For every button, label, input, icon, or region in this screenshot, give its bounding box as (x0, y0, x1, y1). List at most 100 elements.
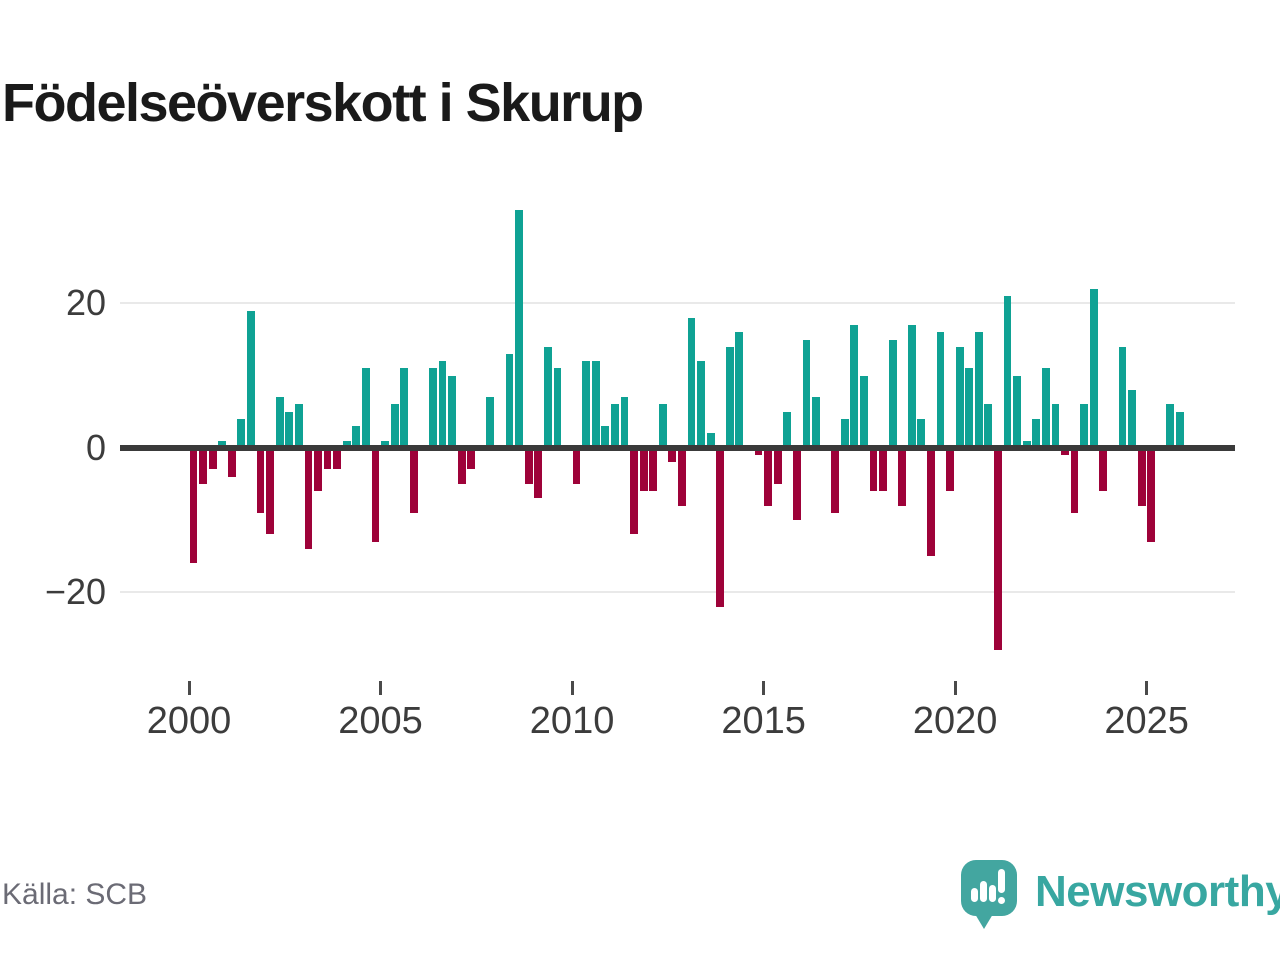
bar-2003Q1 (304, 447, 313, 549)
bar-2025Q1 (1147, 447, 1156, 542)
bar-2015Q1 (764, 447, 773, 506)
bar-2005Q2 (390, 404, 399, 448)
bar-2011Q1 (610, 404, 619, 448)
bar-2020Q1 (955, 346, 964, 448)
bar-2023Q1 (1070, 447, 1079, 513)
bar-2014Q4 (754, 447, 763, 456)
bar-2012Q4 (678, 447, 686, 506)
bar-2023Q3 (1089, 288, 1098, 448)
bar-2001Q4 (256, 447, 265, 513)
y-tick-label: 0 (85, 426, 106, 468)
bar-2007Q2 (467, 447, 476, 470)
bar-2005Q1 (381, 440, 389, 448)
bar-2024Q4 (1137, 447, 1146, 506)
bar-2009Q2 (543, 346, 552, 448)
bar-2012Q1 (649, 447, 658, 492)
bar-2014Q2 (735, 332, 744, 448)
bar-2008Q4 (524, 447, 533, 484)
bar-2015Q3 (783, 411, 792, 448)
bar-2023Q4 (1099, 447, 1108, 492)
bar-2020Q3 (974, 332, 983, 448)
bar-2024Q3 (1128, 390, 1136, 448)
y-gridline (120, 591, 1235, 594)
bar-2014Q1 (725, 346, 734, 448)
bar-2012Q2 (658, 404, 667, 448)
bar-2021Q3 (1013, 375, 1022, 448)
bar-2002Q1 (266, 447, 274, 535)
y-tick-label: −20 (44, 571, 106, 613)
bar-2020Q4 (984, 404, 993, 448)
bar-2008Q2 (505, 353, 514, 448)
bar-2020Q2 (965, 368, 974, 448)
bar-2018Q3 (898, 447, 907, 506)
bar-2001Q3 (247, 310, 255, 448)
logo-bubble-tail (975, 914, 993, 929)
logo-exclamation-dot-icon (998, 897, 1005, 904)
bar-2015Q2 (773, 447, 782, 484)
bar-2017Q3 (859, 375, 868, 448)
bar-2019Q4 (946, 447, 954, 492)
bar-2006Q4 (448, 375, 456, 448)
bar-2016Q2 (812, 397, 820, 448)
bar-2001Q2 (237, 418, 246, 448)
bar-2011Q4 (639, 447, 648, 492)
bar-2025Q4 (1176, 411, 1184, 448)
bar-2004Q2 (352, 426, 361, 448)
bar-2010Q4 (601, 426, 610, 448)
bar-2006Q3 (438, 361, 447, 448)
logo-chart-bar-icon (989, 885, 996, 902)
bar-2016Q1 (802, 339, 811, 448)
bar-2019Q3 (936, 332, 945, 448)
x-tick-mark (953, 681, 957, 695)
bar-2000Q4 (218, 440, 227, 448)
bar-2010Q1 (572, 447, 581, 484)
bar-2013Q4 (716, 447, 725, 607)
bar-2021Q2 (1003, 296, 1012, 448)
speech-bubble-bar-chart-icon (961, 860, 1017, 916)
bar-2003Q3 (323, 447, 332, 470)
bar-2010Q3 (591, 361, 600, 448)
source-note: Källa: SCB (2, 878, 148, 911)
bar-2002Q3 (285, 411, 294, 448)
bar-2003Q2 (314, 447, 322, 492)
bar-2018Q4 (907, 325, 916, 448)
bar-2006Q2 (429, 368, 437, 448)
bar-2000Q2 (199, 447, 207, 484)
bar-2013Q2 (697, 361, 705, 448)
bar-2007Q4 (486, 397, 495, 448)
y-tick-label: 20 (65, 282, 106, 324)
bar-2019Q2 (927, 447, 935, 557)
bar-2011Q2 (620, 397, 629, 448)
bar-2005Q4 (409, 447, 418, 513)
x-tick-mark (570, 681, 574, 695)
brand-name: Newsworthy (1035, 867, 1280, 916)
logo-exclamation-icon (998, 869, 1005, 893)
bar-2007Q1 (457, 447, 466, 484)
bar-2013Q1 (687, 317, 696, 448)
bar-2023Q2 (1080, 404, 1089, 448)
bar-2018Q2 (888, 339, 897, 448)
bar-2022Q3 (1051, 404, 1060, 448)
bar-2019Q1 (917, 418, 926, 448)
bar-2017Q1 (840, 418, 849, 448)
logo-chart-bar-icon (971, 888, 978, 902)
x-tick-label: 2015 (721, 700, 806, 742)
bar-2012Q3 (668, 447, 677, 463)
y-gridline (120, 302, 1235, 305)
bar-2008Q3 (515, 209, 523, 448)
newsworthy-logo: Newsworthy (961, 860, 1280, 930)
x-tick-mark (379, 681, 383, 695)
bar-2005Q3 (400, 368, 409, 448)
bar-2022Q1 (1032, 418, 1041, 448)
bar-2018Q1 (879, 447, 887, 492)
x-tick-label: 2010 (529, 700, 615, 742)
logo-chart-bar-icon (980, 881, 987, 902)
bar-2000Q1 (189, 447, 198, 564)
bar-2021Q1 (994, 447, 1002, 650)
bar-2001Q1 (227, 447, 236, 477)
bar-2004Q4 (371, 447, 380, 542)
x-tick-label: 2025 (1104, 700, 1189, 742)
x-tick-mark (762, 681, 766, 695)
bar-2021Q4 (1022, 440, 1031, 448)
